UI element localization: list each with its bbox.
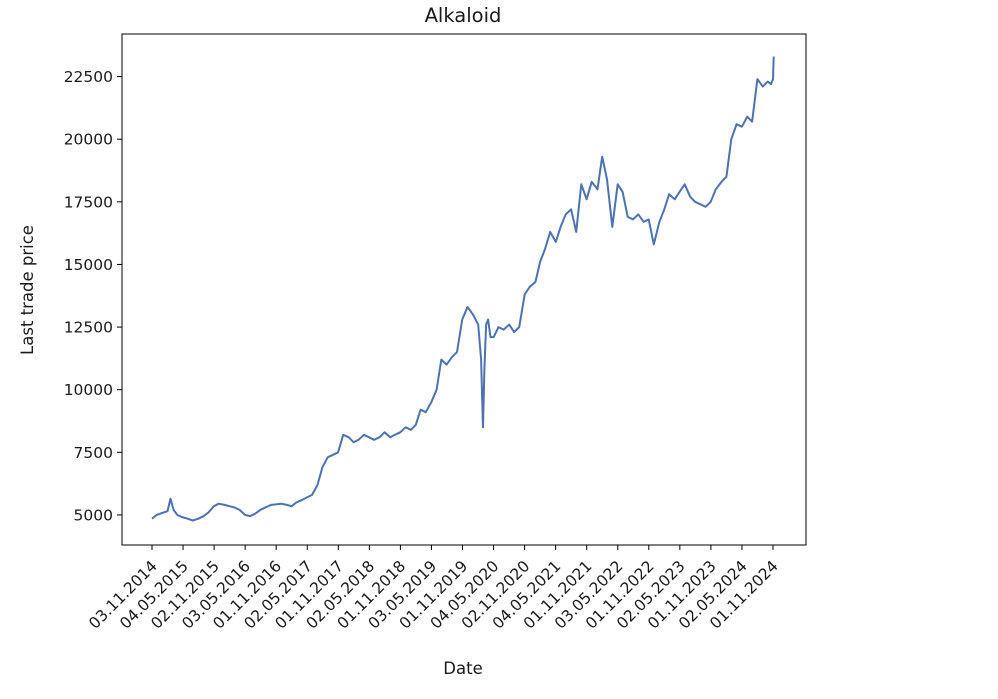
y-tick-label: 22500 xyxy=(64,68,113,86)
x-axis: 03.11.201404.05.201502.11.201503.05.2016… xyxy=(85,545,782,633)
chart-title: Alkaloid xyxy=(425,4,502,27)
y-axis: 5000 7500 10000 12500 15000 17500 20000 22500 xyxy=(64,68,122,524)
x-axis-title: Date xyxy=(443,659,482,678)
price-series-line xyxy=(151,56,775,522)
y-tick-label: 20000 xyxy=(64,131,113,149)
plot-frame xyxy=(121,33,807,546)
y-tick-label: 7500 xyxy=(74,444,113,462)
y-tick-label: 12500 xyxy=(64,319,113,337)
y-tick-label: 10000 xyxy=(64,381,113,399)
y-tick-label: 17500 xyxy=(64,193,113,211)
y-tick-label: 5000 xyxy=(74,506,113,524)
y-tick-label: 15000 xyxy=(64,256,113,274)
y-axis-title: Last trade price xyxy=(18,225,37,355)
